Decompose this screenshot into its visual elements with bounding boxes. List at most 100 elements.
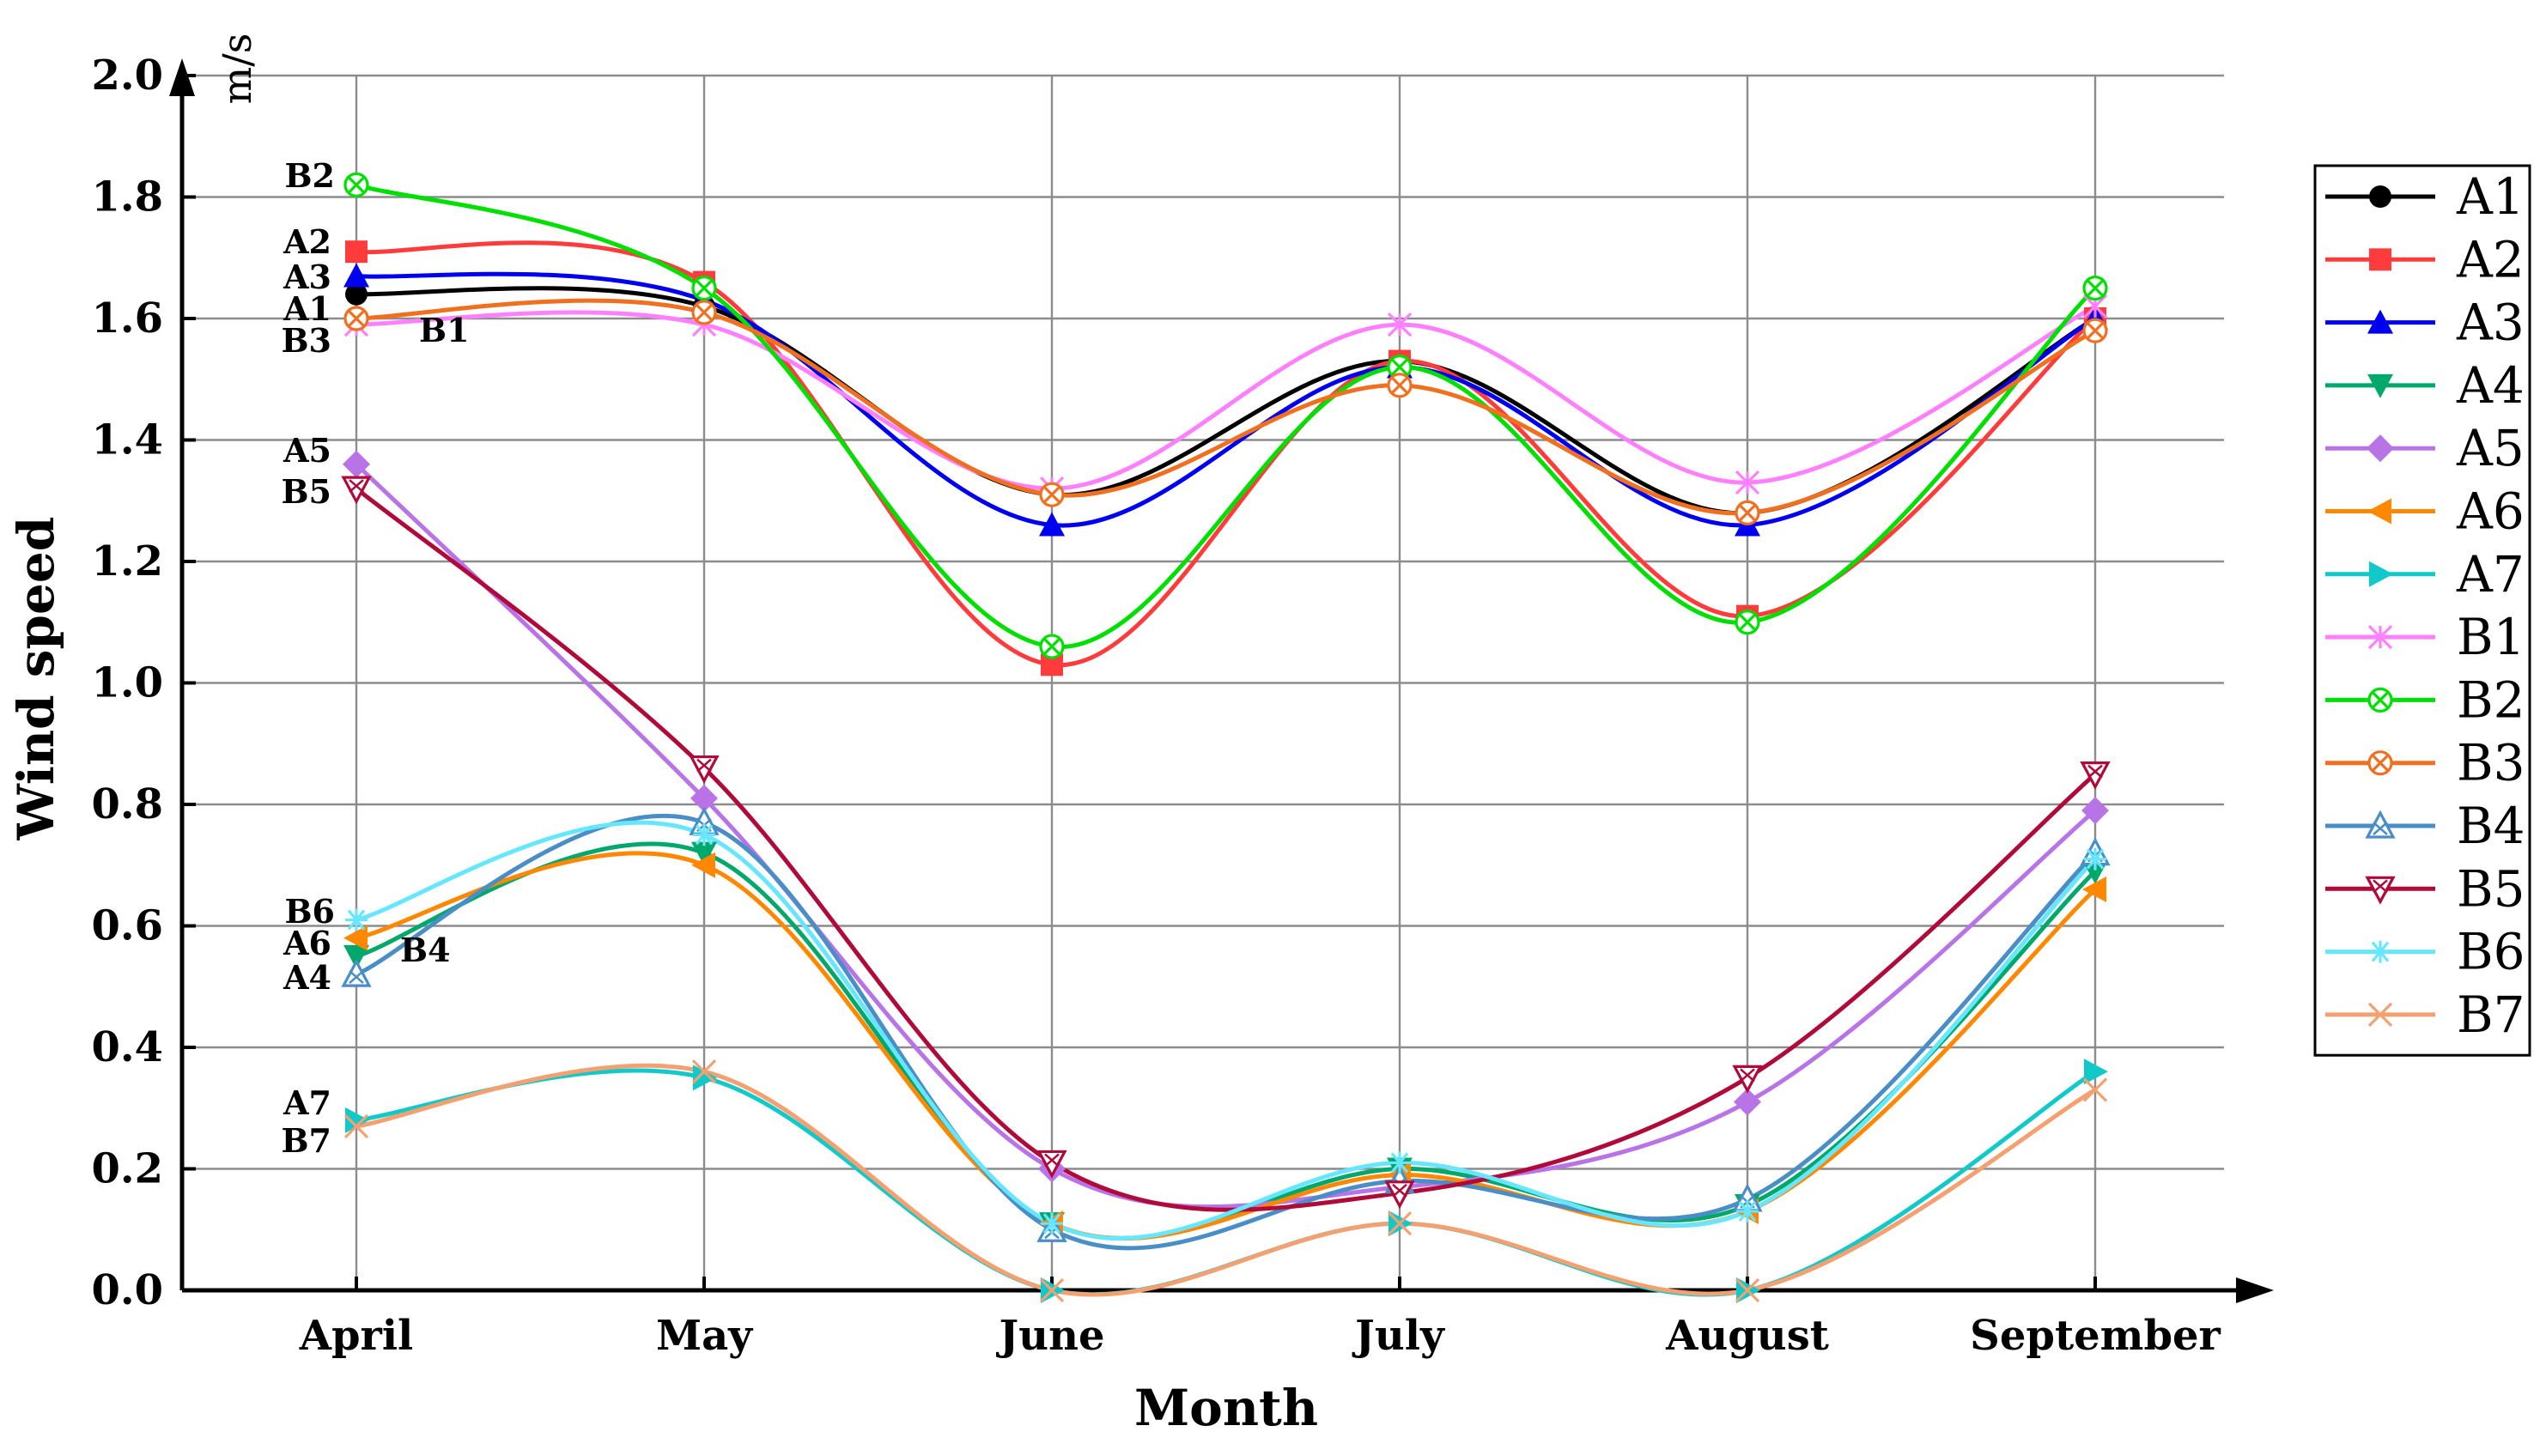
series-line-a5	[354, 462, 2098, 1210]
data-point-b6-june	[1041, 1212, 1063, 1235]
annotation-b6: B6	[284, 892, 335, 931]
legend-item-a6: A6	[2325, 482, 2525, 541]
annotation-b3: B3	[281, 321, 331, 360]
annotation-a5: A5	[283, 431, 331, 470]
legend-marker-a4	[2367, 373, 2393, 398]
data-point-b7-september	[2082, 1077, 2108, 1102]
data-point-b5-april	[341, 476, 372, 505]
data-point-a5-april	[343, 450, 370, 478]
data-point-b2-may	[691, 276, 717, 301]
data-point-b3-april	[343, 306, 369, 331]
legend-label: B5	[2457, 859, 2525, 918]
y-tick-label: 2.0	[91, 52, 163, 100]
data-point-a6-may	[691, 852, 715, 878]
series-line-b2	[354, 182, 2098, 649]
series-line-a3	[354, 271, 2098, 528]
legend-label: B6	[2457, 923, 2525, 981]
series-line-a6	[354, 851, 2098, 1241]
legend-label: B7	[2457, 986, 2525, 1044]
data-point-a5-september	[2081, 797, 2109, 825]
data-point-b6-july	[1388, 1151, 1411, 1174]
legend-marker-b2	[2367, 687, 2393, 713]
x-tick-labels: April May June July August September	[299, 1312, 2221, 1360]
legend-label: A4	[2456, 356, 2525, 415]
legend-item-a5: A5	[2325, 419, 2525, 477]
data-point-b1-august	[1735, 470, 1760, 495]
x-tick-label: August	[1665, 1312, 1829, 1360]
data-point-a4-may	[691, 841, 717, 866]
legend-item-a1: A1	[2325, 167, 2525, 226]
series-line-a7	[354, 1068, 2098, 1297]
legend-marker-a7	[2369, 561, 2393, 587]
data-point-b3-july	[1387, 373, 1413, 398]
legend-marker-a2	[2369, 248, 2391, 271]
data-point-b5-august	[1732, 1065, 1763, 1094]
data-point-b2-august	[1735, 610, 1760, 635]
y-tick-label: 0.0	[91, 1266, 163, 1314]
y-tick-labels: 0.0 0.2 0.4 0.6 0.8 1.0 1.2 1.4 1.6 1.8 2.0	[91, 52, 163, 1314]
series-line-b5	[354, 486, 2098, 1212]
annotation-a2: A2	[283, 222, 331, 261]
legend-item-b3: B3	[2325, 734, 2525, 792]
y-tick-label: 0.2	[91, 1145, 163, 1193]
data-point-b5-july	[1384, 1180, 1415, 1210]
data-point-a4-april	[343, 944, 369, 969]
data-point-a6-april	[343, 925, 368, 951]
legend-label: A1	[2456, 167, 2525, 226]
y-axis-unit: m/s	[214, 33, 260, 105]
series-line-b1	[354, 304, 2098, 491]
data-point-a7-may	[693, 1065, 717, 1091]
series-markers	[341, 172, 2111, 1303]
data-point-b3-september	[2082, 318, 2108, 343]
data-point-a3-june	[1039, 512, 1065, 537]
y-tick-label: 1.6	[91, 294, 163, 343]
series-line-b7	[354, 1063, 2098, 1297]
annotation-a7: A7	[283, 1083, 331, 1122]
legend-item-b2: B2	[2325, 670, 2525, 729]
legend-marker-b3	[2367, 750, 2393, 776]
grid	[182, 74, 2224, 1290]
x-tick-label: July	[1352, 1312, 1446, 1360]
annotation-a1: A1	[283, 289, 331, 328]
legend-label: B3	[2457, 734, 2525, 792]
legend-label: A7	[2456, 545, 2525, 604]
data-point-b3-june	[1039, 482, 1065, 507]
data-point-a7-april	[345, 1107, 369, 1133]
x-tick-label: June	[995, 1312, 1104, 1360]
annotation-b1: B1	[419, 311, 470, 349]
series-line-b6	[354, 820, 2098, 1241]
legend-item-a2: A2	[2325, 230, 2525, 288]
legend-label: B1	[2457, 608, 2525, 666]
x-axis-arrow	[2236, 1277, 2274, 1303]
annotation-a6: A6	[283, 924, 331, 962]
legend-marker-a1	[2369, 185, 2391, 208]
data-point-b2-april	[343, 172, 369, 197]
y-tick-label: 0.8	[91, 780, 163, 828]
legend-label: B4	[2457, 797, 2525, 855]
annotation-a4: A4	[283, 958, 331, 997]
y-tick-label: 0.6	[91, 902, 163, 950]
annotation-b7: B7	[281, 1121, 331, 1160]
legend-marker-a6	[2367, 498, 2391, 525]
annotation-b4: B4	[400, 931, 451, 969]
x-tick-label: September	[1970, 1312, 2221, 1360]
x-tick-label: April	[299, 1312, 414, 1360]
data-point-a5-august	[1734, 1088, 1761, 1116]
annotation-b5: B5	[281, 472, 331, 511]
legend-marker-b7	[2367, 1002, 2393, 1028]
data-point-b6-august	[1736, 1200, 1759, 1223]
data-point-b6-may	[693, 823, 715, 846]
series-line-a2	[354, 240, 2098, 667]
legend-label: A2	[2456, 230, 2525, 288]
data-point-a2-april	[345, 240, 368, 264]
legend-box	[2313, 164, 2531, 1057]
axes	[169, 58, 2274, 1303]
legend-item-a7: A7	[2325, 545, 2525, 604]
legend-item-a3: A3	[2325, 294, 2525, 352]
data-point-b2-july	[1387, 355, 1413, 380]
series-line-a1	[354, 286, 2098, 515]
data-point-b4-april	[341, 958, 372, 987]
data-point-b7-july	[1387, 1211, 1413, 1236]
data-point-b5-may	[689, 755, 720, 784]
